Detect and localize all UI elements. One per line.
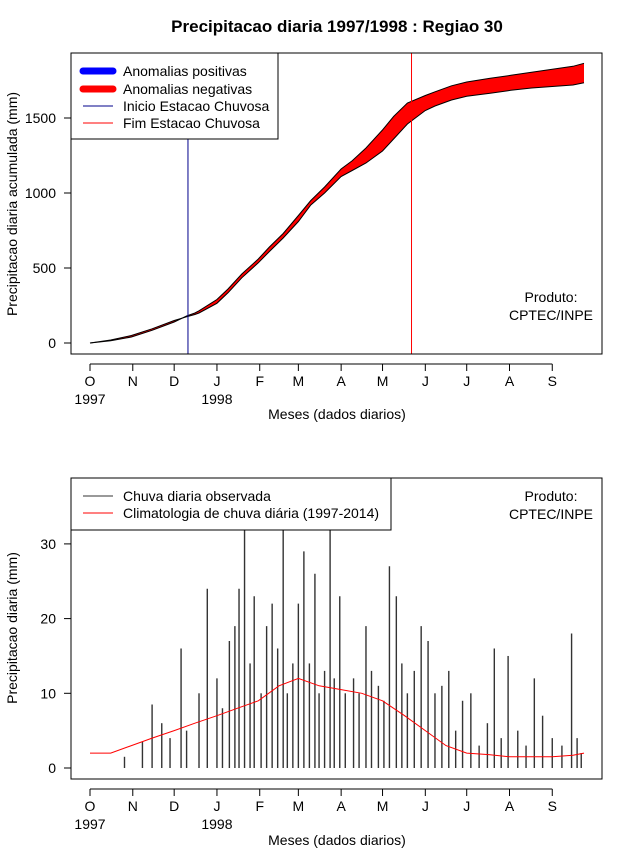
y-tick-label: 1500 <box>25 110 56 126</box>
bottom-y-axis-label: Precipitacao diaria (mm) <box>4 552 20 704</box>
x-tick-label: J <box>213 798 220 814</box>
cumulative-panel: Precipitacao diaria 1997/1998 : Regiao 3… <box>4 17 603 422</box>
y-tick-label: 0 <box>48 760 56 776</box>
x-tick-label: S <box>548 373 557 389</box>
x-tick-label: M <box>293 373 305 389</box>
y-tick-label: 10 <box>40 685 56 701</box>
top-y-axis: 0 500 1000 1500 <box>25 110 72 351</box>
x-tick-label: D <box>169 373 179 389</box>
bottom-legend-box <box>70 477 392 531</box>
bottom-annotation-produto: Produto: <box>525 488 578 504</box>
x-tick-label: A <box>505 798 515 814</box>
observed-accum-line <box>89 62 585 344</box>
top-chart-title: Precipitacao diaria 1997/1998 : Regiao 3… <box>171 17 503 36</box>
x-tick-label: F <box>255 373 264 389</box>
x-tick-label: N <box>128 798 138 814</box>
top-plot-area <box>89 53 585 354</box>
x-year-label: 1997 <box>74 816 105 832</box>
x-tick-label: M <box>377 373 389 389</box>
bottom-y-axis: 0 10 20 30 <box>40 536 72 776</box>
x-tick-label: O <box>85 798 96 814</box>
x-tick-label: A <box>336 373 346 389</box>
top-x-axis: O N D J F M A M J J A S 1997 1998 <box>74 363 557 407</box>
y-tick-label: 500 <box>33 260 57 276</box>
x-tick-label: J <box>422 373 429 389</box>
legend-label-season-end: Fim Estacao Chuvosa <box>123 115 260 131</box>
x-tick-label: O <box>85 373 96 389</box>
x-tick-label: N <box>128 373 138 389</box>
bottom-legend: Chuva diaria observada Climatologia de c… <box>70 477 392 531</box>
legend-label-negative: Anomalias negativas <box>123 81 252 97</box>
y-tick-label: 0 <box>48 335 56 351</box>
legend-label-positive: Anomalias positivas <box>123 63 247 79</box>
x-tick-label: F <box>255 798 264 814</box>
bottom-annotation-cptec: CPTEC/INPE <box>509 506 593 522</box>
x-tick-label: A <box>505 373 515 389</box>
legend-label-observed-rain: Chuva diaria observada <box>123 488 271 504</box>
y-tick-label: 20 <box>40 611 56 627</box>
x-year-label: 1998 <box>201 391 232 407</box>
x-tick-label: M <box>293 798 305 814</box>
climatology-daily-line <box>90 677 585 758</box>
x-tick-label: D <box>169 798 179 814</box>
x-tick-label: S <box>548 798 557 814</box>
bottom-x-axis-label: Meses (dados diarios) <box>268 832 406 848</box>
x-tick-label: M <box>377 798 389 814</box>
x-year-label: 1998 <box>201 816 232 832</box>
x-year-label: 1997 <box>74 391 105 407</box>
climatology-accum-line <box>89 82 585 344</box>
top-x-axis-label: Meses (dados diarios) <box>268 406 406 422</box>
top-annotation-cptec: CPTEC/INPE <box>509 307 593 323</box>
top-legend: Anomalias positivas Anomalias negativas … <box>70 52 279 140</box>
top-legend-box <box>70 52 279 140</box>
x-tick-label: J <box>422 798 429 814</box>
top-annotation-produto: Produto: <box>525 289 578 305</box>
legend-label-climatology: Climatologia de chuva diária (1997-2014) <box>123 505 379 521</box>
daily-panel: 0 10 20 30 O N D J F M A M J J A S 1997 1998 Precipitaca… <box>4 477 603 848</box>
top-y-axis-label: Precipitacao diaria acumulada (mm) <box>4 92 20 316</box>
legend-label-season-start: Inicio Estacao Chuvosa <box>123 98 270 114</box>
y-tick-label: 1000 <box>25 185 56 201</box>
y-tick-label: 30 <box>40 536 56 552</box>
x-tick-label: J <box>463 798 470 814</box>
bottom-x-axis: O N D J F M A M J J A S 1997 1998 <box>74 788 557 832</box>
daily-rain-bars <box>123 491 582 768</box>
x-tick-label: A <box>336 798 346 814</box>
x-tick-label: J <box>463 373 470 389</box>
x-tick-label: J <box>213 373 220 389</box>
